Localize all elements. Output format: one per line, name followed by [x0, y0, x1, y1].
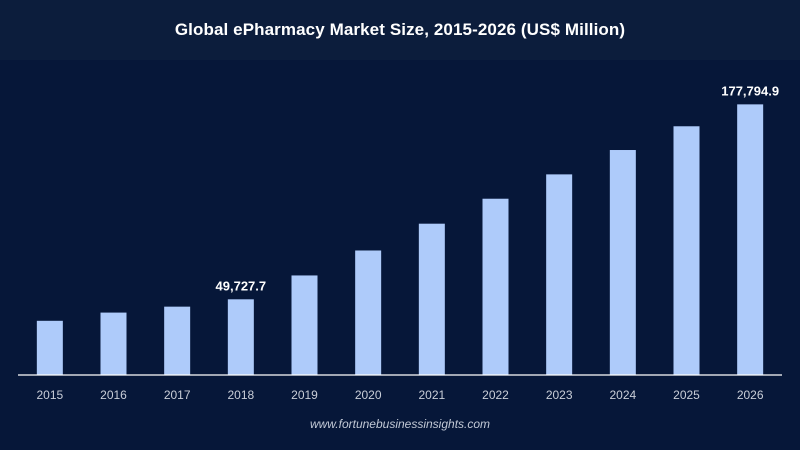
x-tick-label: 2015	[36, 388, 63, 402]
x-tick-label: 2021	[418, 388, 445, 402]
bar-2015	[36, 320, 63, 375]
chart-title: Global ePharmacy Market Size, 2015-2026 …	[174, 20, 626, 39]
x-tick-label: 2024	[609, 388, 636, 402]
bar-2024	[609, 150, 636, 375]
bar-2025	[673, 126, 700, 375]
data-label-2018: 49,727.7	[216, 278, 267, 293]
x-tick-label: 2020	[355, 388, 382, 402]
x-tick-label: 2016	[100, 388, 127, 402]
bar-2021	[418, 223, 445, 375]
x-tick-label: 2019	[291, 388, 318, 402]
title-bar: Global ePharmacy Market Size, 2015-2026 …	[0, 0, 800, 60]
bar-2018	[227, 299, 254, 375]
bar-2023	[546, 174, 573, 375]
x-tick-label: 2025	[673, 388, 700, 402]
bar-2026	[737, 104, 764, 375]
source-credit: www.fortunebusinessinsights.com	[309, 417, 491, 431]
bar-2019	[291, 275, 318, 375]
bar-2022	[482, 198, 509, 375]
bar-2017	[164, 306, 191, 375]
x-tick-label: 2023	[546, 388, 573, 402]
bar-2016	[100, 312, 127, 375]
x-tick-label: 2026	[737, 388, 764, 402]
x-tick-label: 2018	[227, 388, 254, 402]
x-tick-label: 2017	[164, 388, 191, 402]
bar-2020	[355, 250, 382, 375]
x-tick-label: 2022	[482, 388, 509, 402]
data-label-2026: 177,794.9	[721, 83, 779, 98]
